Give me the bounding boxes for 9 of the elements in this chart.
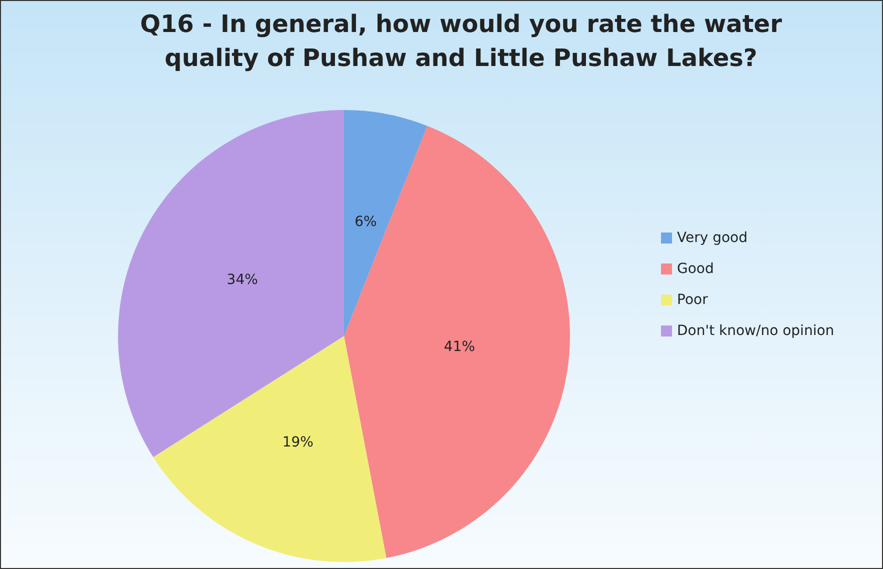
legend-label: Good	[677, 261, 714, 277]
chart-title: Q16 - In general, how would you rate the water quality of Pushaw and Little Pushaw Lakes?	[139, 9, 783, 74]
data-label: 19%	[282, 434, 314, 450]
data-label: 41%	[444, 338, 476, 355]
legend-label: Don't know/no opinion	[677, 323, 834, 339]
legend-label: Very good	[677, 230, 748, 246]
data-label: 34%	[226, 272, 258, 288]
data-label: 6%	[354, 214, 377, 230]
legend-label: Poor	[677, 292, 708, 308]
